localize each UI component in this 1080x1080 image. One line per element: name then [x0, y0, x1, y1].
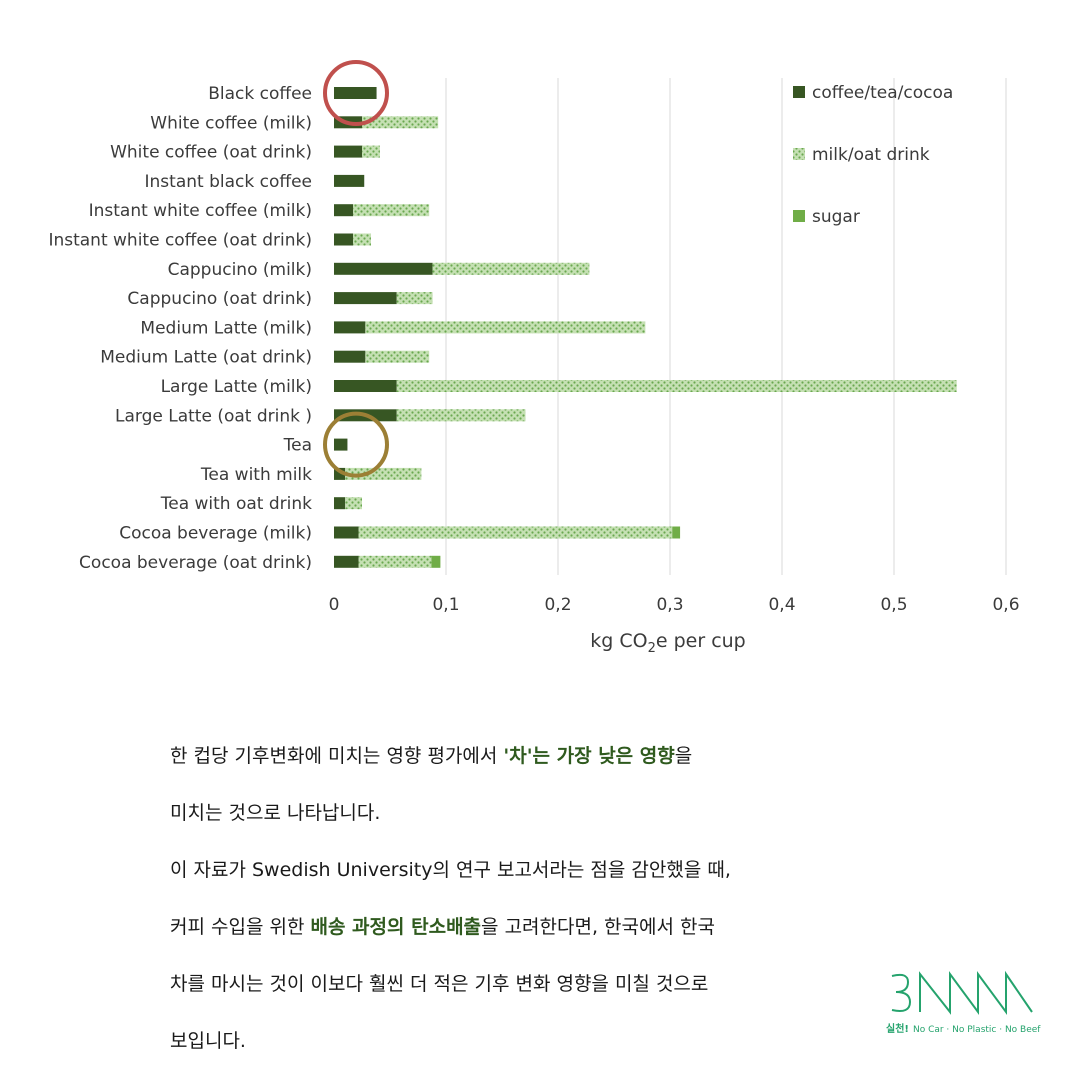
x-tick-label: 0,3	[656, 595, 683, 615]
bar-segment	[334, 292, 397, 305]
brand-logo-mark-icon	[891, 970, 1033, 1016]
legend-swatch	[793, 86, 805, 98]
caption-line-6: 보입니다.	[170, 1030, 246, 1052]
bar-segment	[334, 526, 359, 539]
chart-x-ticks: 0 0,1 0,2 0,3 0,4 0,5 0,6	[329, 595, 1020, 615]
bar-segment	[365, 350, 430, 363]
emission-chart: Black coffee White coffee (milk) White cof…	[48, 60, 1020, 656]
bar-segment	[358, 526, 673, 539]
legend-label: milk/oat drink	[812, 145, 930, 165]
caption-line-5: 차를 마시는 것이 이보다 훨씬 더 적은 기후 변화 영향을 미칠 것으로	[170, 973, 709, 995]
x-tick-label: 0,2	[544, 595, 571, 615]
bar-segment	[334, 321, 366, 334]
category-label: Large Latte (oat drink )	[115, 406, 312, 426]
chart-bars	[334, 87, 957, 568]
legend-label: coffee/tea/cocoa	[812, 83, 953, 103]
bar-segment	[334, 497, 346, 510]
category-label: Tea with milk	[200, 465, 312, 485]
category-label: White coffee (oat drink)	[110, 143, 312, 163]
category-label: Tea with oat drink	[160, 494, 312, 514]
bar-segment	[334, 438, 348, 451]
legend-label: sugar	[812, 207, 860, 227]
category-label: Large Latte (milk)	[161, 377, 312, 397]
category-label: Instant white coffee (oat drink)	[48, 231, 312, 251]
legend-swatch	[793, 148, 805, 160]
bar-segment	[358, 555, 432, 568]
category-label: Instant black coffee	[145, 172, 312, 192]
chart-category-labels: Black coffee White coffee (milk) White cof…	[48, 84, 312, 573]
bar-segment	[334, 555, 359, 568]
bar-segment	[396, 292, 433, 305]
caption-line-1: 한 컵당 기후변화에 미치는 영향 평가에서 '차'는 가장 낮은 영향을	[170, 745, 693, 767]
highlight-circle	[323, 60, 389, 126]
caption-line-2: 미치는 것으로 나타납니다.	[170, 802, 381, 824]
category-label: Medium Latte (milk)	[140, 318, 312, 338]
bar-segment	[334, 145, 362, 158]
x-tick-label: 0,1	[432, 595, 459, 615]
category-label: Black coffee	[208, 84, 312, 104]
bar-segment	[345, 497, 362, 510]
caption-line-4: 커피 수입을 위한 배송 과정의 탄소배출을 고려한다면, 한국에서 한국	[170, 916, 715, 938]
category-label: White coffee (milk)	[150, 113, 312, 133]
brand-logo-tagline: 실천! No Car · No Plastic · No Beef	[886, 1024, 1041, 1035]
legend-swatch	[793, 210, 805, 222]
bar-segment	[672, 526, 681, 539]
bar-segment	[334, 233, 354, 246]
caption-line-3: 이 자료가 Swedish University의 연구 보고서라는 점을 감안…	[170, 859, 731, 881]
category-label: Cocoa beverage (milk)	[119, 524, 312, 544]
chart-highlight-circles	[323, 60, 389, 478]
x-axis-label: kg CO2e per cup	[590, 630, 746, 656]
x-tick-label: 0,6	[992, 595, 1019, 615]
bar-segment	[353, 233, 371, 246]
bar-segment	[396, 409, 526, 422]
category-label: Instant white coffee (milk)	[89, 201, 312, 221]
brand-logo: 실천! No Car · No Plastic · No Beef	[886, 968, 1040, 1038]
x-tick-label: 0,5	[880, 595, 907, 615]
bar-segment	[334, 262, 433, 275]
chart-legend: coffee/tea/cocoa milk/oat drink sugar	[793, 83, 953, 227]
bar-segment	[362, 116, 439, 129]
bar-segment	[345, 467, 422, 480]
category-label: Cappucino (oat drink)	[127, 289, 312, 309]
bar-segment	[353, 204, 430, 217]
category-label: Cappucino (milk)	[168, 260, 312, 280]
bar-segment	[334, 467, 346, 480]
bar-segment	[432, 262, 590, 275]
x-tick-label: 0	[329, 595, 340, 615]
bar-segment	[334, 174, 365, 187]
bar-segment	[334, 87, 377, 99]
chart-gridlines	[445, 78, 1007, 575]
x-tick-label: 0,4	[768, 595, 795, 615]
bar-segment	[396, 380, 957, 392]
bar-segment	[334, 350, 366, 363]
bar-segment	[334, 204, 354, 217]
category-label: Medium Latte (oat drink)	[100, 348, 312, 368]
category-label: Cocoa beverage (oat drink)	[79, 553, 312, 573]
bar-segment	[431, 555, 441, 568]
highlight-circle	[323, 411, 389, 478]
caption-text: 한 컵당 기후변화에 미치는 영향 평가에서 '차'는 가장 낮은 영향을 미치…	[170, 728, 890, 1070]
bar-segment	[365, 321, 646, 334]
category-label: Tea	[283, 436, 312, 456]
bar-segment	[334, 380, 397, 392]
bar-segment	[362, 145, 380, 158]
